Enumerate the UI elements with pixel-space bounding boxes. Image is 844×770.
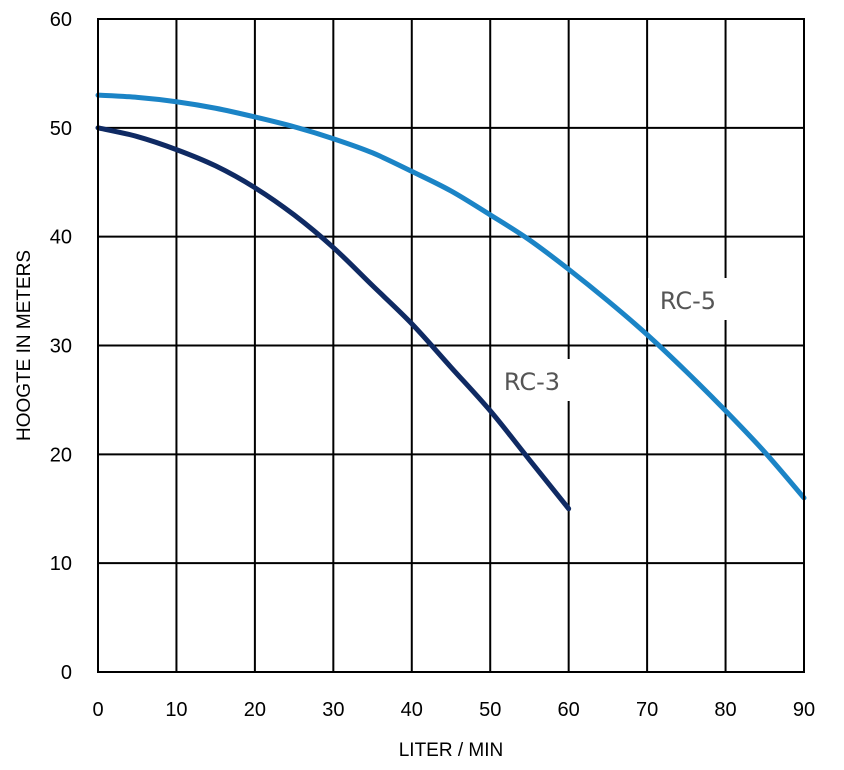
y-tick-label: 60	[50, 9, 72, 31]
series-label-rc-3: RC-3	[504, 368, 560, 396]
plot-frame	[97, 18, 805, 673]
x-tick-label: 80	[714, 699, 736, 721]
y-tick-label: 30	[50, 336, 72, 358]
x-tick-label: 90	[793, 699, 815, 721]
x-tick-label: 30	[322, 699, 344, 721]
x-tick-label: 20	[244, 699, 266, 721]
x-tick-label: 0	[92, 699, 103, 721]
y-tick-label: 10	[50, 553, 72, 575]
x-tick-label: 60	[558, 699, 580, 721]
y-axis-title: HOOGTE IN METERS	[14, 250, 35, 441]
grid-lines	[97, 18, 805, 673]
y-tick-label: 40	[50, 227, 72, 249]
series-label-rc-5: RC-5	[660, 287, 716, 315]
x-tick-label: 10	[165, 699, 187, 721]
x-axis-title: LITER / MIN	[399, 740, 504, 761]
y-tick-label: 50	[50, 118, 72, 140]
series-label-bg	[492, 359, 572, 401]
y-tick-label: 20	[50, 444, 72, 466]
x-tick-label: 50	[479, 699, 501, 721]
x-tick-label: 70	[636, 699, 658, 721]
series-line-rc-5	[95, 92, 807, 501]
y-tick-label: 0	[61, 662, 72, 684]
series-label-bg	[648, 278, 728, 320]
series-line-rc-3	[95, 125, 572, 512]
series-labels: RC-3 RC-5	[492, 278, 728, 401]
x-tick-label: 40	[401, 699, 423, 721]
tick-labels: 0 10 20 30 40 50 60 70 80 90 0 10 20 30 40 50 60	[50, 9, 815, 721]
series-curves	[95, 92, 807, 512]
